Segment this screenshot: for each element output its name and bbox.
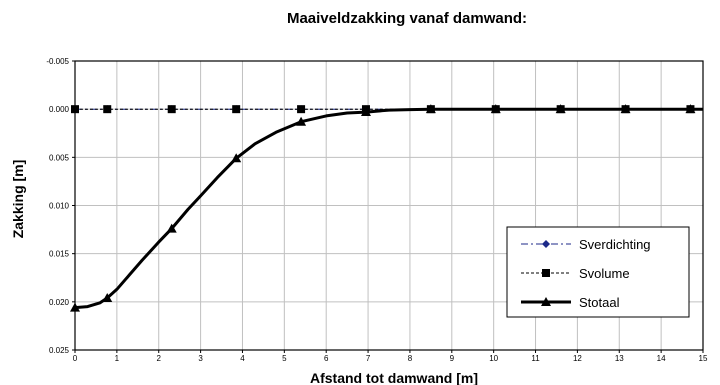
data-point-stotaal — [70, 302, 80, 312]
y-axis-label: Zakking [m] — [10, 160, 26, 239]
legend-marker-sverdichting — [542, 240, 550, 248]
legend-label-stotaal: Stotaal — [579, 295, 620, 310]
y-tick-label: 0.010 — [49, 202, 70, 211]
x-axis-ticks: 0 1 2 3 4 5 6 7 8 9 10 11 12 13 14 15 — [73, 350, 708, 363]
data-point-stotaal — [685, 104, 696, 114]
x-tick-label: 9 — [450, 354, 455, 363]
data-point-stotaal — [296, 116, 307, 126]
legend-label-sverdichting: Sverdichting — [579, 237, 651, 252]
x-axis-label: Afstand tot damwand [m] — [310, 370, 478, 385]
data-point-stotaal — [490, 104, 501, 114]
x-tick-label: 2 — [157, 354, 162, 363]
y-tick-label: 0.005 — [49, 153, 70, 162]
y-tick-label: 0.020 — [49, 298, 70, 307]
legend-marker-stotaal — [541, 297, 551, 306]
data-point-stotaal — [102, 292, 113, 302]
series-layer — [70, 104, 703, 312]
data-point-stotaal — [360, 107, 371, 117]
data-point-svolume — [232, 105, 241, 114]
series-line-stotaal — [74, 107, 703, 310]
x-tick-label: 13 — [615, 354, 624, 363]
data-point-svolume — [167, 105, 176, 114]
x-tick-label: 11 — [531, 354, 540, 363]
data-point-stotaal — [231, 153, 242, 163]
series-stotaal — [70, 104, 703, 312]
data-point-svolume — [71, 105, 79, 114]
data-point-svolume — [297, 105, 306, 114]
x-tick-label: 3 — [198, 354, 203, 363]
data-point-svolume — [103, 105, 112, 114]
x-tick-label: 14 — [657, 354, 666, 363]
y-axis-ticks: -0.005 0.000 0.005 0.010 0.015 0.020 0.025 — [46, 57, 75, 355]
y-tick-label: -0.005 — [46, 57, 69, 66]
data-point-stotaal — [166, 223, 177, 233]
x-tick-label: 5 — [282, 354, 287, 363]
y-tick-label: 0.000 — [49, 105, 70, 114]
x-tick-label: 7 — [366, 354, 371, 363]
data-point-stotaal — [425, 104, 436, 114]
data-point-stotaal — [555, 104, 566, 114]
x-tick-label: 1 — [115, 354, 120, 363]
x-tick-label: 4 — [240, 354, 245, 363]
x-tick-label: 15 — [699, 354, 708, 363]
data-point-stotaal — [620, 104, 631, 114]
y-tick-label: 0.015 — [49, 250, 70, 259]
x-tick-label: 6 — [324, 354, 329, 363]
legend: Sverdichting Svolume Stotaal — [506, 226, 690, 318]
x-tick-label: 0 — [73, 354, 78, 363]
chart-title: Maaiveldzakking vanaf damwand: — [287, 10, 527, 27]
y-tick-label: 0.025 — [49, 346, 70, 355]
x-tick-label: 12 — [573, 354, 582, 363]
x-tick-label: 10 — [489, 354, 498, 363]
legend-label-svolume: Svolume — [579, 266, 630, 281]
legend-marker-svolume — [542, 269, 550, 277]
x-tick-label: 8 — [408, 354, 413, 363]
